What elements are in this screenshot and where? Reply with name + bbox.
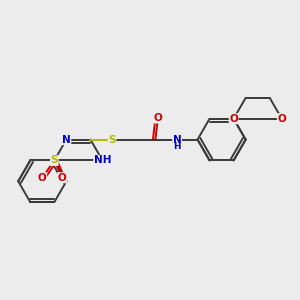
Text: S: S — [51, 155, 58, 165]
Text: H: H — [173, 142, 181, 151]
Text: O: O — [153, 113, 162, 123]
Text: O: O — [278, 114, 286, 124]
Text: S: S — [108, 135, 116, 145]
Text: N: N — [62, 135, 71, 145]
Text: O: O — [58, 173, 66, 183]
Text: O: O — [38, 173, 47, 183]
Text: NH: NH — [94, 155, 111, 165]
Text: O: O — [229, 114, 238, 124]
Text: N: N — [173, 135, 182, 145]
